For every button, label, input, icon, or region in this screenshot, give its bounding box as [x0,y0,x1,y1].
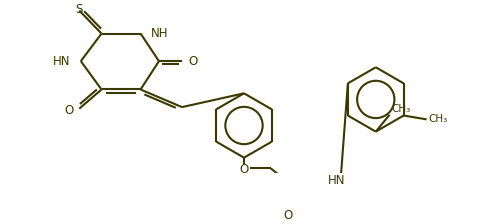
Text: NH: NH [152,27,169,40]
Text: O: O [284,209,293,222]
Text: O: O [188,55,198,68]
Text: O: O [240,164,248,177]
Text: CH₃: CH₃ [428,114,448,124]
Text: HN: HN [52,55,70,68]
Text: S: S [76,2,83,15]
Text: HN: HN [328,174,346,187]
Text: CH₃: CH₃ [391,104,410,114]
Text: O: O [64,104,73,117]
